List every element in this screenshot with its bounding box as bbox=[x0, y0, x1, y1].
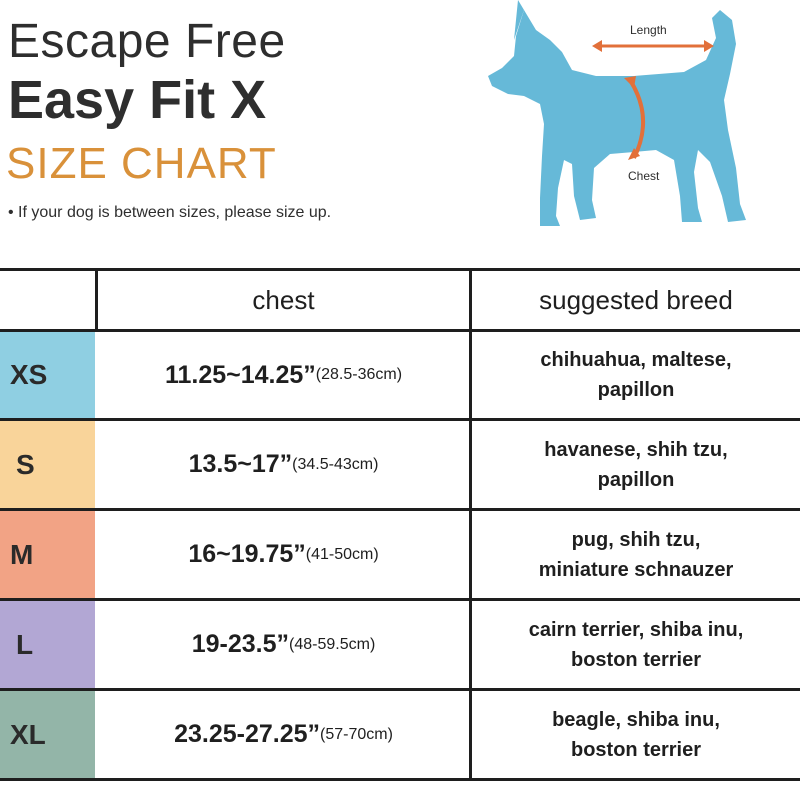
chest-measurement-xs: 11.25~14.25” (28.5-36cm) bbox=[98, 332, 469, 418]
size-chart-heading: SIZE CHART bbox=[6, 139, 277, 188]
suggested-breed-xs: chihuahua, maltese, papillon bbox=[472, 332, 800, 418]
chest-measurement-l: 19-23.5” (48-59.5cm) bbox=[98, 601, 469, 688]
table-rule bbox=[0, 778, 800, 781]
size-color-swatch bbox=[0, 421, 95, 508]
chest-measurement-xl: 23.25-27.25” (57-70cm) bbox=[98, 691, 469, 778]
chest-inches: 11.25~14.25” bbox=[164, 360, 316, 389]
chest-inches: 16~19.75” bbox=[188, 540, 306, 568]
chest-measurement-s: 13.5~17” (34.5-43cm) bbox=[98, 421, 469, 508]
chest-inches: 23.25-27.25” bbox=[174, 720, 321, 748]
size-label-m: M bbox=[10, 538, 34, 570]
breed-line: boston terrier bbox=[570, 738, 702, 761]
table-rule bbox=[0, 329, 800, 332]
table-rule bbox=[0, 508, 800, 511]
product-title: Easy Fit X bbox=[8, 70, 267, 130]
breed-line: papillon bbox=[597, 468, 675, 491]
suggested-breed-m: pug, shih tzu, miniature schnauzer bbox=[472, 511, 800, 598]
length-arrow-head-right bbox=[704, 40, 714, 52]
header-size bbox=[0, 271, 95, 329]
dog-measurement-diagram: Length Chest bbox=[488, 0, 746, 226]
size-color-swatch bbox=[0, 332, 95, 418]
suggested-breed-s: havanese, shih tzu, papillon bbox=[472, 421, 800, 508]
chest-cm: (41-50cm) bbox=[305, 545, 379, 563]
breed-line: chihuahua, maltese, bbox=[540, 349, 732, 371]
breed-line: papillon bbox=[597, 379, 675, 401]
header-suggested-breed: suggested breed bbox=[539, 284, 733, 315]
chest-cm: (57-70cm) bbox=[320, 725, 393, 743]
size-color-swatch bbox=[0, 511, 95, 598]
chest-arrow-head-bottom bbox=[628, 148, 640, 160]
brand-title: Escape Free bbox=[8, 15, 286, 68]
length-arrow-head-left bbox=[592, 40, 602, 52]
breed-line: pug, shih tzu, bbox=[571, 528, 701, 551]
table-divider bbox=[469, 268, 472, 781]
chest-cm: (34.5-43cm) bbox=[292, 455, 379, 473]
size-label-s: S bbox=[16, 448, 35, 480]
breed-line: cairn terrier, shiba inu, bbox=[528, 618, 744, 641]
length-label: Length bbox=[630, 23, 667, 37]
suggested-breed-l: cairn terrier, shiba inu, boston terrier bbox=[472, 601, 800, 688]
chest-arrow bbox=[628, 78, 645, 159]
size-label-xl: XL bbox=[10, 718, 46, 750]
table-rule bbox=[0, 268, 800, 271]
chest-inches: 19-23.5” bbox=[191, 630, 290, 658]
chest-cm: (48-59.5cm) bbox=[289, 635, 376, 653]
table-rule bbox=[0, 598, 800, 601]
chest-label: Chest bbox=[628, 169, 660, 183]
size-label-l: L bbox=[16, 628, 34, 660]
chest-measurement-m: 16~19.75” (41-50cm) bbox=[98, 511, 469, 598]
size-color-swatch bbox=[0, 691, 95, 778]
sizing-note: • If your dog is between sizes, please s… bbox=[8, 204, 332, 221]
dog-silhouette bbox=[488, 10, 746, 226]
chest-arrow-head-top bbox=[624, 76, 636, 88]
breed-line: boston terrier bbox=[570, 648, 702, 671]
table-rule bbox=[0, 688, 800, 691]
breed-line: havanese, shih tzu, bbox=[544, 438, 728, 461]
size-label-xs: XS bbox=[10, 359, 48, 390]
table-divider bbox=[95, 268, 98, 330]
chest-inches: 13.5~17” bbox=[188, 450, 293, 478]
size-color-swatch bbox=[0, 601, 95, 688]
suggested-breed-xl: beagle, shiba inu, boston terrier bbox=[472, 691, 800, 778]
dog-ear bbox=[514, 0, 524, 40]
header-chest: chest bbox=[252, 284, 315, 315]
table-rule bbox=[0, 418, 800, 421]
breed-line: beagle, shiba inu, bbox=[552, 708, 720, 731]
breed-line: miniature schnauzer bbox=[538, 558, 734, 581]
chest-cm: (28.5-36cm) bbox=[315, 366, 403, 383]
